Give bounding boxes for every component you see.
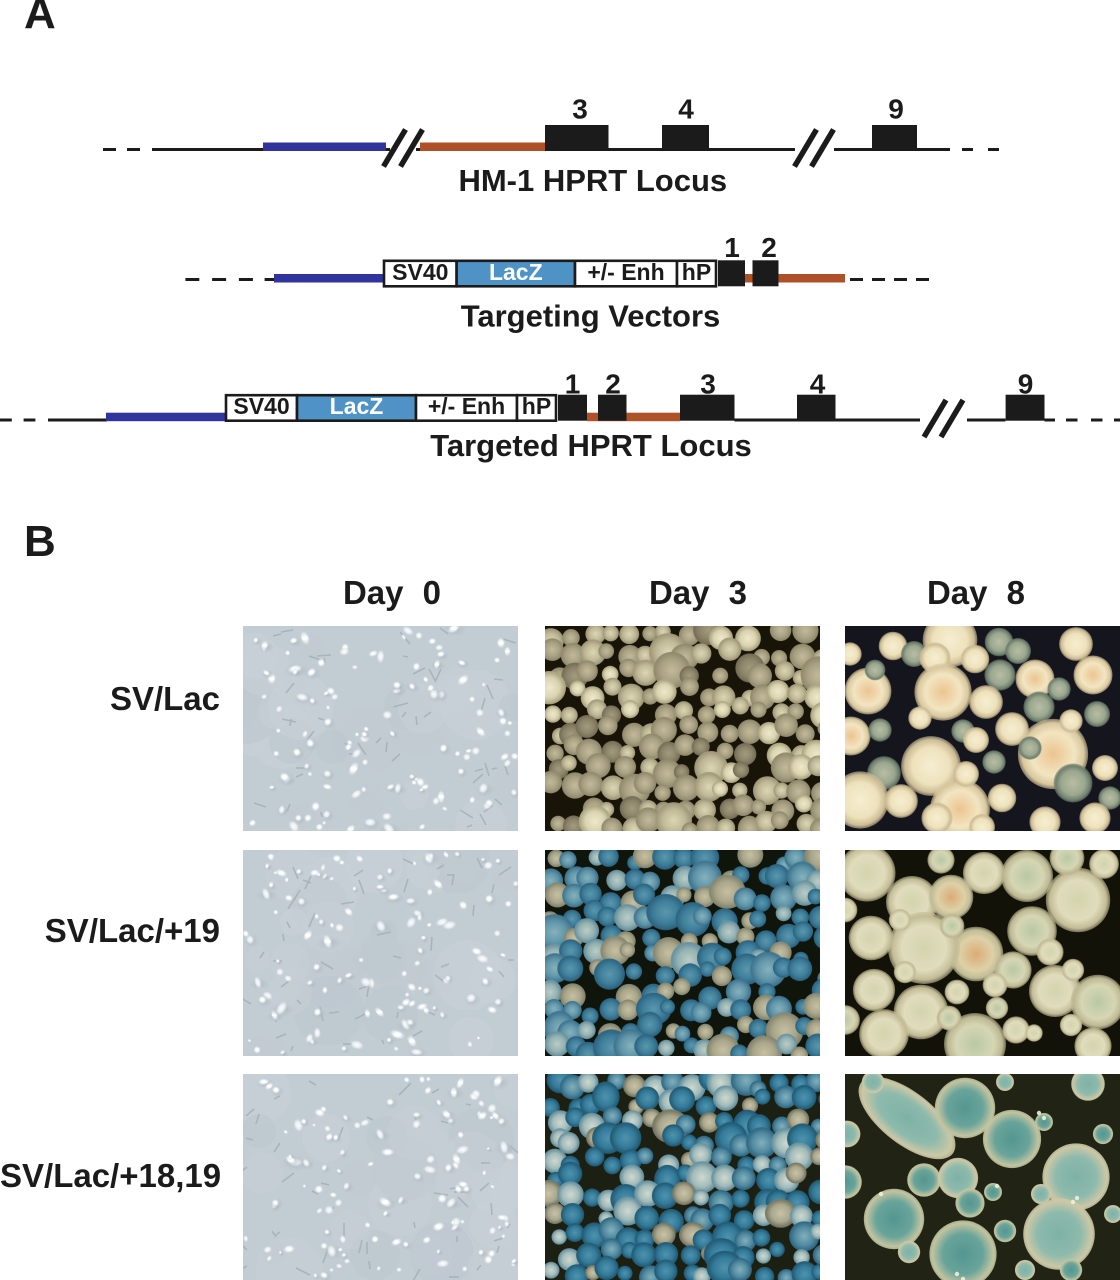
svg-text:hP: hP	[682, 259, 711, 285]
svg-text:1: 1	[565, 369, 581, 400]
svg-text:4: 4	[810, 369, 826, 400]
svg-text:4: 4	[678, 94, 694, 125]
svg-text:3: 3	[700, 369, 716, 400]
svg-text:LacZ: LacZ	[330, 393, 384, 419]
svg-text:2: 2	[761, 232, 777, 263]
svg-text:9: 9	[888, 94, 904, 125]
svg-text:SV40: SV40	[392, 259, 448, 285]
svg-text:3: 3	[572, 94, 588, 125]
svg-text:Targeted HPRT Locus: Targeted HPRT Locus	[430, 428, 752, 463]
svg-text:9: 9	[1018, 369, 1034, 400]
svg-text:HM-1 HPRT Locus: HM-1 HPRT Locus	[458, 163, 727, 198]
svg-text:+/- Enh: +/- Enh	[587, 259, 664, 285]
svg-text:LacZ: LacZ	[489, 259, 543, 285]
svg-text:Targeting Vectors: Targeting Vectors	[461, 299, 721, 334]
svg-text:hP: hP	[522, 393, 551, 419]
svg-text:1: 1	[724, 232, 740, 263]
svg-text:2: 2	[605, 369, 621, 400]
svg-text:+/- Enh: +/- Enh	[428, 393, 505, 419]
svg-text:SV40: SV40	[233, 393, 289, 419]
